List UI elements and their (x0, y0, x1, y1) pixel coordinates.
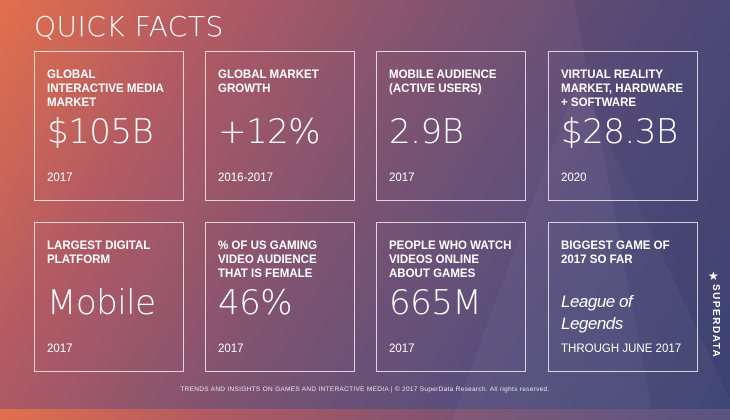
fact-card-female-audience: % OF US GAMING VIDEO AUDIENCE THAT IS FE… (205, 222, 355, 372)
card-label: VIRTUAL REALITY MARKET, HARDWARE + SOFTW… (561, 69, 684, 109)
card-label: GLOBAL INTERACTIVE MEDIA MARKET (47, 69, 164, 109)
card-year: 2017 (389, 343, 415, 355)
star-icon: ★ (708, 269, 719, 283)
card-label: LARGEST DIGITAL PLATFORM (47, 240, 151, 266)
card-value: +12% (218, 112, 321, 152)
card-label: PEOPLE WHO WATCH VIDEOS ONLINE ABOUT GAM… (389, 240, 512, 280)
card-label: BIGGEST GAME OF 2017 SO FAR (561, 240, 670, 266)
card-year: THROUGH JUNE 2017 (561, 343, 682, 355)
card-value: $28.3B (561, 112, 678, 152)
card-label: GLOBAL MARKET GROWTH (218, 69, 319, 95)
fact-card-virtual-reality: VIRTUAL REALITY MARKET, HARDWARE + SOFTW… (548, 51, 698, 201)
card-value: 2.9B (389, 112, 464, 152)
card-value: League of Legends (561, 292, 633, 333)
card-label: % OF US GAMING VIDEO AUDIENCE THAT IS FE… (218, 240, 318, 280)
card-year: 2017 (218, 343, 244, 355)
card-value: $105B (47, 112, 154, 152)
card-year: 2017 (47, 172, 73, 184)
card-label: MOBILE AUDIENCE (ACTIVE USERS) (389, 69, 497, 95)
brand-name: SUPERDATA (710, 284, 721, 359)
fact-card-interactive-media-market: GLOBAL INTERACTIVE MEDIA MARKET $105B 20… (34, 51, 184, 201)
card-year: 2016-2017 (218, 172, 273, 184)
brand-logo: ★ SUPERDATA (707, 270, 721, 380)
card-year: 2017 (47, 343, 73, 355)
card-value: Mobile (47, 283, 156, 323)
card-value: 665M (389, 283, 482, 323)
fact-card-video-viewers: PEOPLE WHO WATCH VIDEOS ONLINE ABOUT GAM… (376, 222, 526, 372)
card-year: 2020 (561, 172, 587, 184)
fact-card-largest-platform: LARGEST DIGITAL PLATFORM Mobile 2017 (34, 222, 184, 372)
card-year: 2017 (389, 172, 415, 184)
fact-card-mobile-audience: MOBILE AUDIENCE (ACTIVE USERS) 2.9B 2017 (376, 51, 526, 201)
fact-card-biggest-game: BIGGEST GAME OF 2017 SO FAR League of Le… (548, 222, 698, 372)
page-title: QUICK FACTS (34, 10, 224, 43)
card-value: 46% (218, 283, 293, 323)
fact-card-market-growth: GLOBAL MARKET GROWTH +12% 2016-2017 (205, 51, 355, 201)
footer-text: TRENDS AND INSIGHTS ON GAMES AND INTERAC… (180, 386, 550, 393)
